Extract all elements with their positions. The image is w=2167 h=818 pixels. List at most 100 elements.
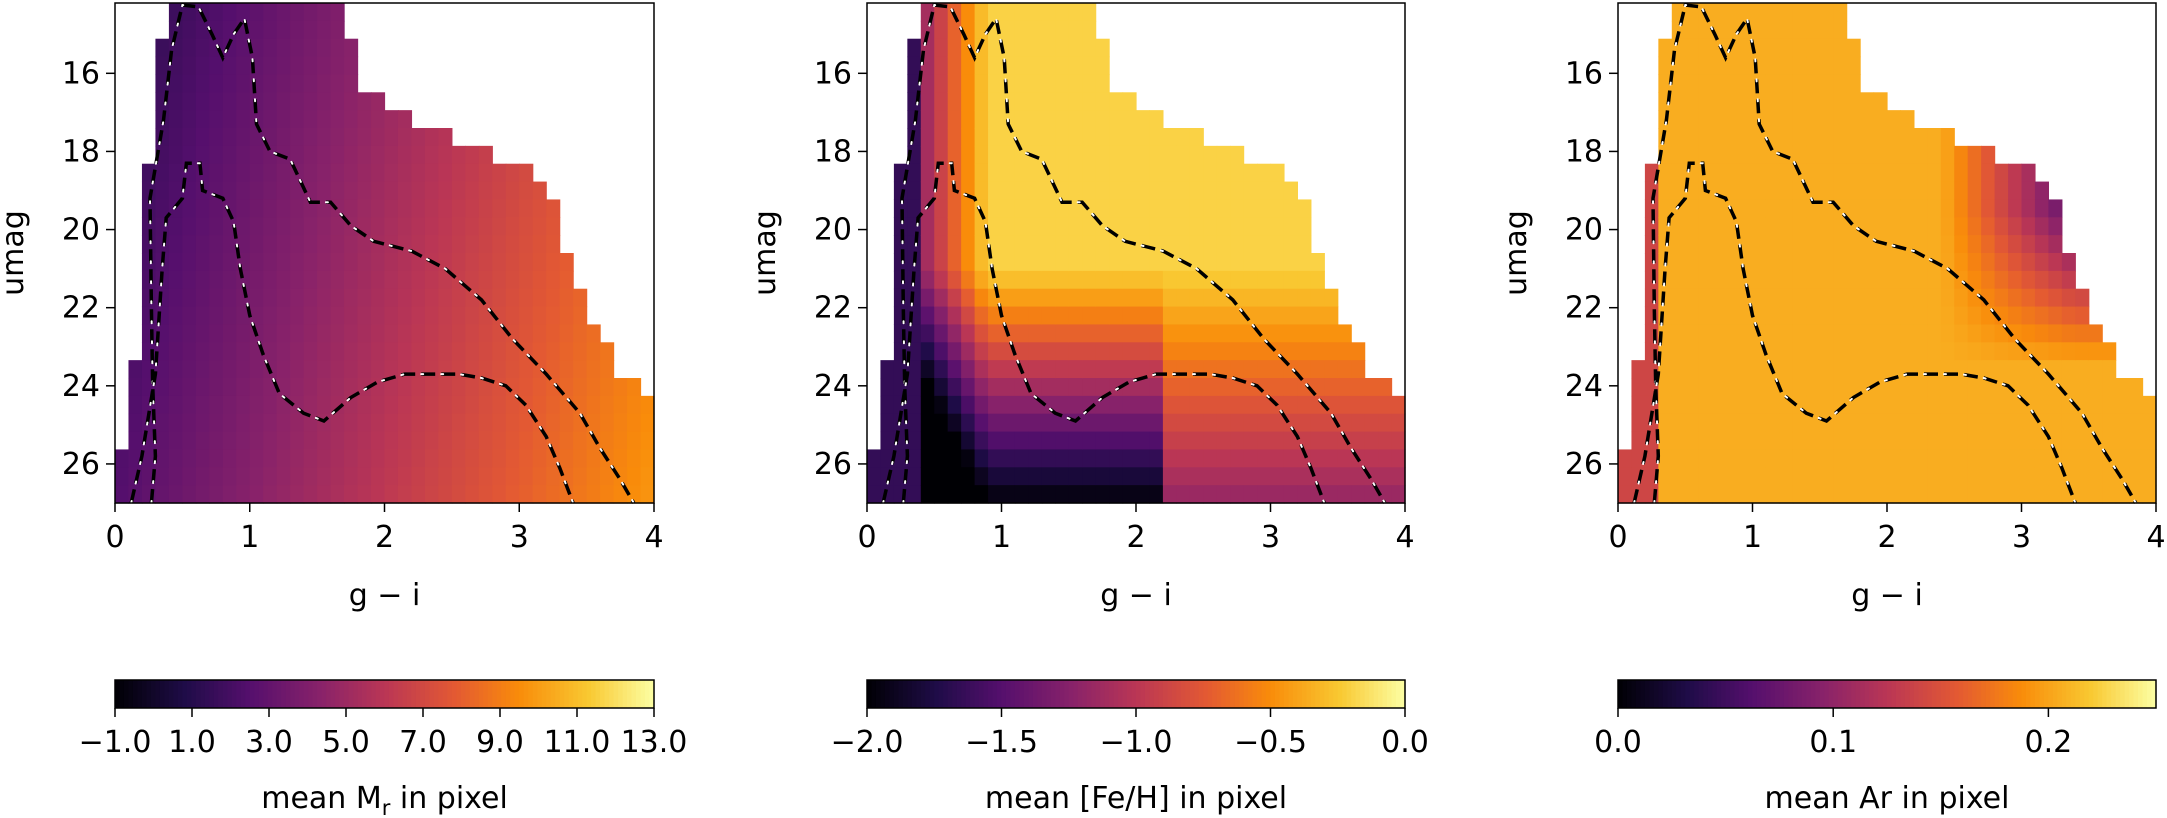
heatmap-cell (1001, 449, 1016, 468)
heatmap-cell (988, 431, 1003, 451)
heatmap-cell (1685, 431, 1700, 451)
heatmap-cell (195, 342, 210, 361)
heatmap-cell (2021, 485, 2036, 504)
heatmap-cell (1136, 413, 1151, 433)
colorbar-segment (636, 680, 642, 708)
heatmap-cell (1014, 56, 1029, 76)
heatmap-cell (1873, 199, 1888, 218)
heatmap-cell (1001, 431, 1016, 451)
heatmap-cell (1041, 74, 1056, 93)
colorbar-segment (952, 680, 958, 708)
colorbar-segment (1712, 680, 1718, 708)
heatmap-cell (330, 253, 345, 272)
heatmap-cell (263, 181, 278, 201)
heatmap-cell (1082, 253, 1097, 272)
heatmap-cell (384, 128, 399, 147)
heatmap-cell (1927, 217, 1942, 236)
colorbar-segment (1077, 680, 1083, 708)
heatmap-cell (465, 395, 480, 415)
heatmap-cell (195, 360, 210, 379)
heatmap-cell (1068, 92, 1083, 111)
colorbar-segment (1882, 680, 1888, 708)
heatmap-cell (1967, 163, 1982, 183)
heatmap-cell (2034, 270, 2049, 290)
colorbar-segment (150, 680, 157, 708)
heatmap-cell (492, 163, 507, 183)
heatmap-cell (303, 20, 318, 40)
colorbar-segment (1631, 680, 1637, 708)
colorbar-segment (1230, 680, 1236, 708)
heatmap-cell (424, 199, 439, 218)
heatmap-cell (1283, 467, 1298, 486)
heatmap-cell (867, 467, 882, 486)
heatmap-cell (586, 324, 601, 343)
colorbar-segment (983, 680, 989, 708)
heatmap-cell (1283, 217, 1298, 236)
heatmap-cell (2088, 378, 2103, 397)
heatmap-cell (1189, 431, 1204, 451)
heatmap-cell (1685, 395, 1700, 415)
colorbar-segment (871, 680, 877, 708)
heatmap-cell (182, 378, 197, 397)
heatmap-cell (492, 199, 507, 218)
heatmap-cell (1739, 270, 1754, 290)
heatmap-cell (478, 360, 493, 379)
colorbar-segment (2012, 680, 2018, 708)
colorbar-segment (168, 680, 174, 708)
heatmap-cell (1203, 253, 1218, 272)
heatmap-cell (1149, 199, 1164, 218)
heatmap-cell (1257, 485, 1272, 504)
heatmap-cell (2048, 413, 2063, 433)
heatmap-cell (505, 235, 520, 254)
heatmap-cell (411, 378, 426, 397)
heatmap-cell (1230, 395, 1245, 415)
heatmap-cell (1725, 3, 1740, 22)
heatmap-cell (195, 431, 210, 451)
heatmap-cell (988, 217, 1003, 236)
heatmap-cell (1041, 56, 1056, 76)
heatmap-cell (397, 253, 413, 272)
heatmap-cell (988, 163, 1003, 183)
heatmap-cell (600, 342, 615, 361)
heatmap-cell (330, 217, 345, 236)
heatmap-cell (2008, 395, 2023, 415)
colorbar-segment (1900, 680, 1906, 708)
heatmap-cell (1698, 306, 1713, 326)
heatmap-cell (1954, 467, 1969, 486)
colorbar-segment (1225, 680, 1231, 708)
heatmap-cell (1685, 235, 1700, 254)
colorbar-segment (1873, 680, 1879, 708)
heatmap-cell (1082, 413, 1097, 433)
colorbar-segment (1019, 680, 1025, 708)
colorbar-segment (1976, 680, 1982, 708)
heatmap-cell (317, 449, 332, 468)
heatmap-cell (1860, 360, 1875, 379)
heatmap-cell (1203, 288, 1218, 308)
colorbar-segment (1180, 680, 1186, 708)
heatmap-cell (1136, 199, 1151, 218)
heatmap-cell (1873, 110, 1888, 129)
heatmap-cell (1967, 378, 1982, 397)
heatmap-cell (1994, 449, 2009, 468)
heatmap-cell (1752, 288, 1767, 308)
colorbar-segment (2115, 680, 2121, 708)
colorbar-segment (1095, 680, 1101, 708)
heatmap-cell (1739, 199, 1754, 218)
colorbar-segment (1828, 680, 1834, 708)
heatmap-cell (974, 3, 989, 22)
colorbar-segment (231, 680, 237, 708)
heatmap-cell (1189, 288, 1204, 308)
heatmap-cell (1283, 485, 1298, 504)
heatmap-cell (155, 288, 170, 308)
heatmap-cell (330, 378, 345, 397)
heatmap-cell (1189, 449, 1204, 468)
colorbar-segment (2133, 680, 2139, 708)
heatmap-cell (1658, 74, 1673, 93)
heatmap-cell (1833, 110, 1848, 129)
heatmap-cell (2048, 485, 2063, 504)
heatmap-cell (371, 485, 386, 504)
colorbar-segment (186, 680, 192, 708)
colorbar-segment (483, 680, 489, 708)
heatmap-cell (1806, 110, 1821, 129)
